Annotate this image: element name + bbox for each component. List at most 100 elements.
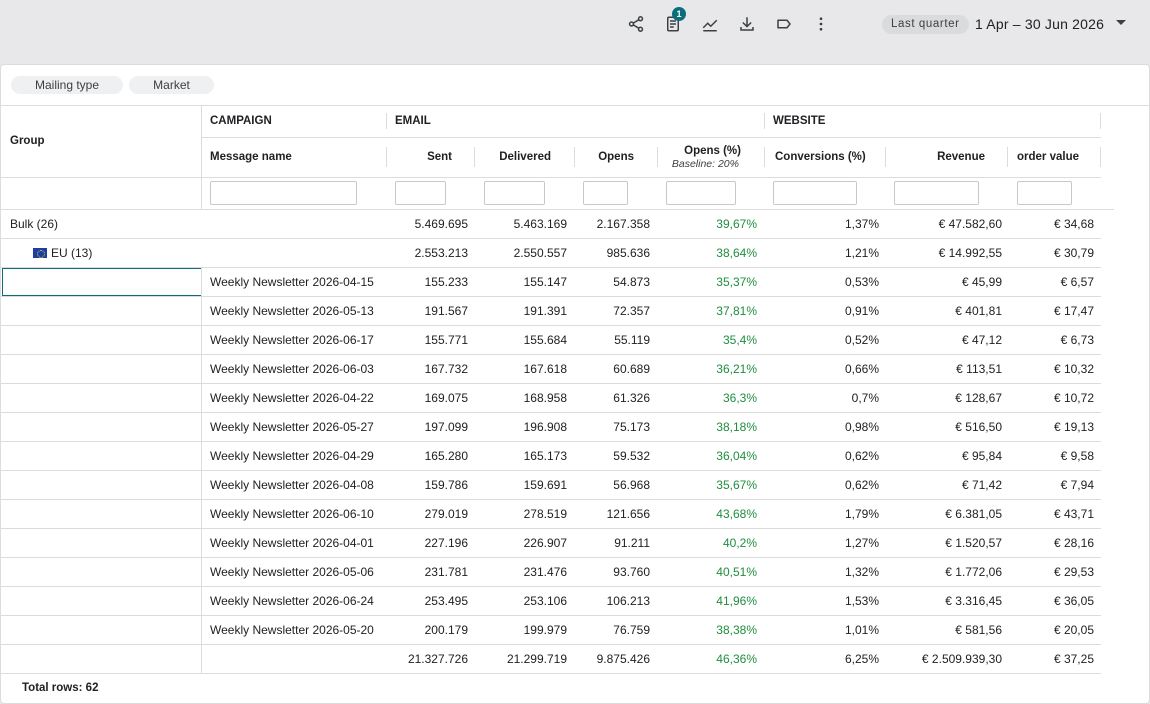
message-name-cell[interactable]: Weekly Newsletter 2026-06-24 — [210, 594, 374, 608]
message-name-cell[interactable]: Weekly Newsletter 2026-04-01 — [210, 536, 374, 550]
message-name-cell[interactable]: Weekly Newsletter 2026-04-22 — [210, 391, 374, 405]
cell-opens: 60.689 — [613, 362, 650, 376]
table-row[interactable]: Weekly Newsletter 2026-04-15 155.233 155.1… — [1, 268, 1101, 297]
report-icon[interactable]: 1 — [662, 7, 686, 35]
filter-opens-input[interactable] — [583, 181, 628, 205]
table-row[interactable]: Weekly Newsletter 2026-04-22 169.075 168.9… — [1, 384, 1101, 413]
cell-sent: 5.469.695 — [414, 217, 468, 231]
group-label-eu[interactable]: EU (13) — [33, 239, 92, 267]
message-name-cell[interactable]: Weekly Newsletter 2026-06-17 — [210, 333, 374, 347]
cell-order: € 37,25 — [1053, 652, 1094, 666]
cell-opens-pct: 36,04% — [716, 449, 757, 463]
cell-revenue: € 113,51 — [956, 362, 1002, 376]
message-name-cell[interactable]: Weekly Newsletter 2026-04-15 — [210, 275, 374, 289]
cell-opens: 2.167.358 — [596, 217, 650, 231]
cell-revenue: € 1.520,57 — [945, 536, 1002, 550]
col-opens[interactable]: Opens — [598, 151, 634, 163]
cell-delivered: 231.476 — [523, 565, 567, 579]
message-name-cell[interactable]: Weekly Newsletter 2026-06-10 — [210, 507, 374, 521]
message-name-cell[interactable]: Weekly Newsletter 2026-05-27 — [210, 420, 374, 434]
group-label-text: Bulk (26) — [10, 217, 59, 231]
cell-sent: 165.280 — [424, 449, 468, 463]
label-icon[interactable] — [773, 13, 795, 35]
cell-conv: 1,32% — [844, 565, 879, 579]
cell-revenue: € 47,12 — [961, 333, 1002, 347]
cell-sent: 191.567 — [424, 304, 468, 318]
group-row-eu[interactable]: EU (13) 2.553.213 2.550.557 985.636 38,64% 1,… — [1, 239, 1101, 268]
cell-revenue: € 71,42 — [961, 478, 1002, 492]
col-revenue[interactable]: Revenue — [937, 151, 985, 163]
cell-opens: 106.213 — [606, 594, 650, 608]
date-preset-chip[interactable]: Last quarter — [882, 15, 969, 34]
cell-opens-pct: 35,67% — [716, 478, 757, 492]
col-delivered[interactable]: Delivered — [499, 151, 551, 163]
cell-conv: 1,01% — [844, 623, 879, 637]
filter-chip-market[interactable]: Market — [129, 76, 214, 94]
cell-revenue: € 47.582,60 — [938, 217, 1002, 231]
cell-conv: 0,53% — [844, 275, 879, 289]
cell-conv: 1,37% — [844, 217, 879, 231]
col-order-value[interactable]: order value — [1017, 151, 1079, 163]
filter-sent-input[interactable] — [395, 181, 446, 205]
col-message-name[interactable]: Message name — [210, 151, 292, 163]
col-conversions-pct[interactable]: Conversions (%) — [775, 151, 866, 163]
chevron-down-icon[interactable] — [1116, 20, 1126, 25]
cell-sent: 231.781 — [424, 565, 468, 579]
table-row[interactable]: Weekly Newsletter 2026-04-01 227.196 226.9… — [1, 529, 1101, 558]
filter-revenue-input[interactable] — [894, 181, 979, 205]
cell-revenue: € 6.381,05 — [945, 507, 1002, 521]
cell-delivered: 253.106 — [523, 594, 567, 608]
filter-message-name-input[interactable] — [210, 181, 357, 205]
cell-order: € 20,05 — [1053, 623, 1094, 637]
table-row[interactable]: Weekly Newsletter 2026-06-17 155.771 155.6… — [1, 326, 1101, 355]
trend-icon[interactable] — [699, 13, 721, 35]
cell-revenue: € 516,50 — [955, 420, 1002, 434]
cell-revenue: € 128,67 — [955, 391, 1002, 405]
col-sent[interactable]: Sent — [427, 151, 452, 163]
table-row[interactable]: Weekly Newsletter 2026-06-10 279.019 278.5… — [1, 500, 1101, 529]
group-label-text: EU (13) — [51, 246, 93, 260]
table-row[interactable]: Weekly Newsletter 2026-06-03 167.732 167.6… — [1, 355, 1101, 384]
filter-chip-mailing-type[interactable]: Mailing type — [11, 76, 123, 94]
table-row[interactable]: Weekly Newsletter 2026-06-24 253.495 253.1… — [1, 587, 1101, 616]
message-name-cell[interactable]: Weekly Newsletter 2026-04-08 — [210, 478, 374, 492]
cell-opens-pct: 38,38% — [716, 623, 757, 637]
cell-conv: 0,62% — [844, 478, 879, 492]
filter-delivered-input[interactable] — [484, 181, 545, 205]
date-range-label[interactable]: 1 Apr – 30 Jun 2026 — [975, 16, 1105, 32]
table-row[interactable]: Weekly Newsletter 2026-05-20 200.179 199.9… — [1, 616, 1101, 645]
download-icon[interactable] — [736, 13, 758, 35]
message-name-cell[interactable]: Weekly Newsletter 2026-05-13 — [210, 304, 374, 318]
filter-order-value-input[interactable] — [1017, 181, 1072, 205]
message-name-cell[interactable]: Weekly Newsletter 2026-05-20 — [210, 623, 374, 637]
message-name-cell[interactable]: Weekly Newsletter 2026-06-03 — [210, 362, 374, 376]
message-name-cell[interactable]: Weekly Newsletter 2026-05-06 — [210, 565, 374, 579]
cell-opens-pct: 36,3% — [722, 391, 757, 405]
more-vert-icon[interactable] — [810, 13, 832, 35]
cell-delivered: 5.463.169 — [513, 217, 567, 231]
table-row[interactable]: Weekly Newsletter 2026-05-06 231.781 231.4… — [1, 558, 1101, 587]
cell-delivered: 191.391 — [523, 304, 567, 318]
table-row[interactable]: Weekly Newsletter 2026-04-08 159.786 159.6… — [1, 471, 1101, 500]
cell-delivered: 278.519 — [523, 507, 567, 521]
selected-group-cell[interactable] — [2, 268, 202, 296]
table-row[interactable]: Weekly Newsletter 2026-05-13 191.567 191.3… — [1, 297, 1101, 326]
share-icon[interactable] — [625, 13, 647, 35]
cell-opens-pct: 37,81% — [716, 304, 757, 318]
cell-delivered: 226.907 — [523, 536, 567, 550]
cell-sent: 197.099 — [424, 420, 468, 434]
cell-delivered: 165.173 — [523, 449, 567, 463]
col-opens-pct[interactable]: Opens (%) — [684, 145, 741, 157]
group-row-bulk[interactable]: Bulk (26) 5.469.695 5.463.169 2.167.358 39,6… — [1, 210, 1101, 239]
filter-conversions-pct-input[interactable] — [773, 181, 857, 205]
totals-row[interactable]: 21.327.726 21.299.719 9.875.426 46,36% 6,25%… — [1, 645, 1101, 674]
cell-opens-pct: 39,67% — [716, 217, 757, 231]
table-row[interactable]: Weekly Newsletter 2026-05-27 197.099 196.9… — [1, 413, 1101, 442]
cell-delivered: 167.618 — [523, 362, 567, 376]
table-row[interactable]: Weekly Newsletter 2026-04-29 165.280 165.1… — [1, 442, 1101, 471]
cell-revenue: € 95,84 — [961, 449, 1002, 463]
message-name-cell[interactable]: Weekly Newsletter 2026-04-29 — [210, 449, 374, 463]
cell-delivered: 21.299.719 — [506, 652, 567, 666]
group-label-bulk[interactable]: Bulk (26) — [10, 210, 58, 238]
filter-opens-pct-input[interactable] — [666, 181, 736, 205]
